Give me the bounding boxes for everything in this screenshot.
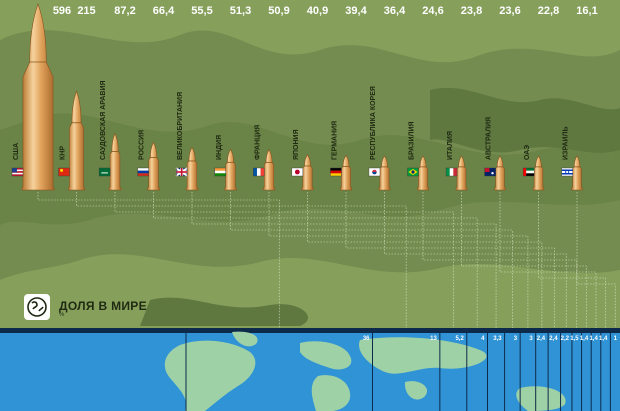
share-label: 36: [363, 336, 370, 342]
connector-line: [307, 192, 543, 332]
share-label: 5,2: [455, 336, 464, 342]
share-labels: 36 13 5,2 4 3,3 3 3 2,4 2,4 2,2 1,5 1,4 1,4 1,4 1: [363, 336, 618, 342]
share-label: 4: [481, 336, 485, 342]
value-label: 51,3: [230, 5, 251, 17]
tick-label: ФРАНЦИЯ: [254, 125, 261, 160]
flag-de: [330, 167, 342, 177]
value-label: 24,6: [422, 5, 443, 17]
connector-line: [114, 192, 454, 332]
value-label: 40,9: [307, 5, 328, 17]
bar-bullet: [224, 148, 237, 191]
connector-line: [345, 192, 555, 332]
flag-fr: [253, 167, 265, 177]
bar-bullet: [417, 155, 429, 191]
bar-bullet: [571, 155, 583, 191]
share-label: 2,4: [537, 336, 546, 342]
tick-label: США: [13, 143, 20, 160]
flag-br: [407, 167, 419, 177]
value-label: 23,8: [461, 5, 482, 17]
share-label: 1,5: [570, 336, 579, 342]
flag-il: [561, 167, 573, 177]
value-label: 55,5: [191, 5, 212, 17]
value-label: 39,4: [345, 5, 367, 17]
tick-label: РЕСПУБЛИКА КОРЕЯ: [370, 86, 377, 160]
value-label: 596: [53, 5, 71, 17]
value-label: 50,9: [268, 5, 289, 17]
value-label: 36,4: [384, 5, 406, 17]
share-label: 13: [430, 336, 437, 342]
connector-line: [76, 192, 407, 332]
tick-label: ГЕРМАНИЯ: [331, 121, 338, 160]
tick-label: КНР: [60, 146, 67, 160]
legend-title: ДОЛЯ В МИРЕ: [59, 299, 147, 313]
share-label: 1,4: [580, 336, 589, 342]
share-label: 1,4: [599, 336, 608, 342]
share-label: 1: [614, 336, 618, 342]
bar-bullet: [301, 154, 314, 191]
value-label: 66,4: [153, 5, 175, 17]
value-label: 23,6: [499, 5, 520, 17]
bar-bullet: [21, 3, 55, 191]
bar-bullet: [340, 154, 352, 191]
connector-line: [230, 192, 513, 332]
tick-label: ОАЭ: [524, 145, 531, 160]
bar-bullet: [494, 155, 506, 191]
flag-sa: [98, 167, 111, 177]
tick-label: ИЗРАИЛЬ: [563, 127, 570, 161]
share-label: 2,2: [561, 336, 570, 342]
bar-bullet: [68, 90, 85, 191]
tick-label: ЯПОНИЯ: [293, 129, 300, 160]
value-label: 22,8: [538, 5, 559, 17]
share-label: 3,3: [493, 336, 502, 342]
bullet-bars: 596 США 215 КНР 87,2 САУДОВСКАЯ АРАВИЯ 66,4 РОС…: [11, 3, 598, 191]
tick-label: ИНДИЯ: [216, 135, 223, 160]
legend-unit: %: [59, 312, 65, 318]
connector-line: [37, 192, 280, 332]
flag-jp: [291, 167, 304, 177]
connector-line: [384, 192, 567, 332]
value-label: 215: [77, 5, 95, 17]
flag-kr: [368, 167, 381, 177]
bar-bullet: [263, 148, 275, 191]
connector-lines: [37, 192, 616, 332]
flag-us: [11, 167, 24, 177]
tick-label: ВЕЛИКОБРИТАНИЯ: [177, 92, 184, 160]
share-label: 3: [529, 336, 533, 342]
connector-line: [576, 192, 616, 332]
world-map-strip: [0, 328, 620, 411]
bar-bullet: [147, 141, 160, 191]
flag-au: [484, 167, 496, 177]
tick-label: ИТАЛИЯ: [447, 131, 454, 160]
connector-line: [538, 192, 606, 332]
share-label: 3: [514, 336, 518, 342]
flag-in: [214, 167, 226, 177]
bar-bullet: [378, 155, 391, 191]
flag-ru: [137, 167, 149, 177]
connector-line: [191, 192, 497, 332]
bar-bullet: [185, 146, 199, 191]
tick-label: БРАЗИЛИЯ: [409, 121, 416, 160]
connector-line: [153, 192, 478, 332]
bar-bullet: [532, 155, 545, 191]
share-label: 2,4: [549, 336, 558, 342]
share-dividers: [185, 333, 611, 411]
connector-line: [461, 192, 587, 332]
value-label: 87,2: [114, 5, 135, 17]
connector-line: [268, 192, 529, 332]
connector-line: [499, 192, 597, 332]
flag-ae: [522, 167, 535, 177]
flag-gb: [175, 167, 188, 177]
tick-label: АВСТРАЛИЯ: [486, 117, 493, 160]
value-label: 16,1: [576, 5, 597, 17]
globe-icon: [24, 294, 50, 320]
flag-it: [445, 167, 458, 177]
bar-bullet: [108, 132, 122, 191]
bar-bullet: [455, 155, 468, 191]
share-label: 1,4: [589, 336, 598, 342]
flag-cn: [58, 167, 70, 177]
tick-label: САУДОВСКАЯ АРАВИЯ: [100, 80, 107, 160]
tick-label: РОССИЯ: [139, 130, 146, 160]
connector-line: [422, 192, 578, 332]
